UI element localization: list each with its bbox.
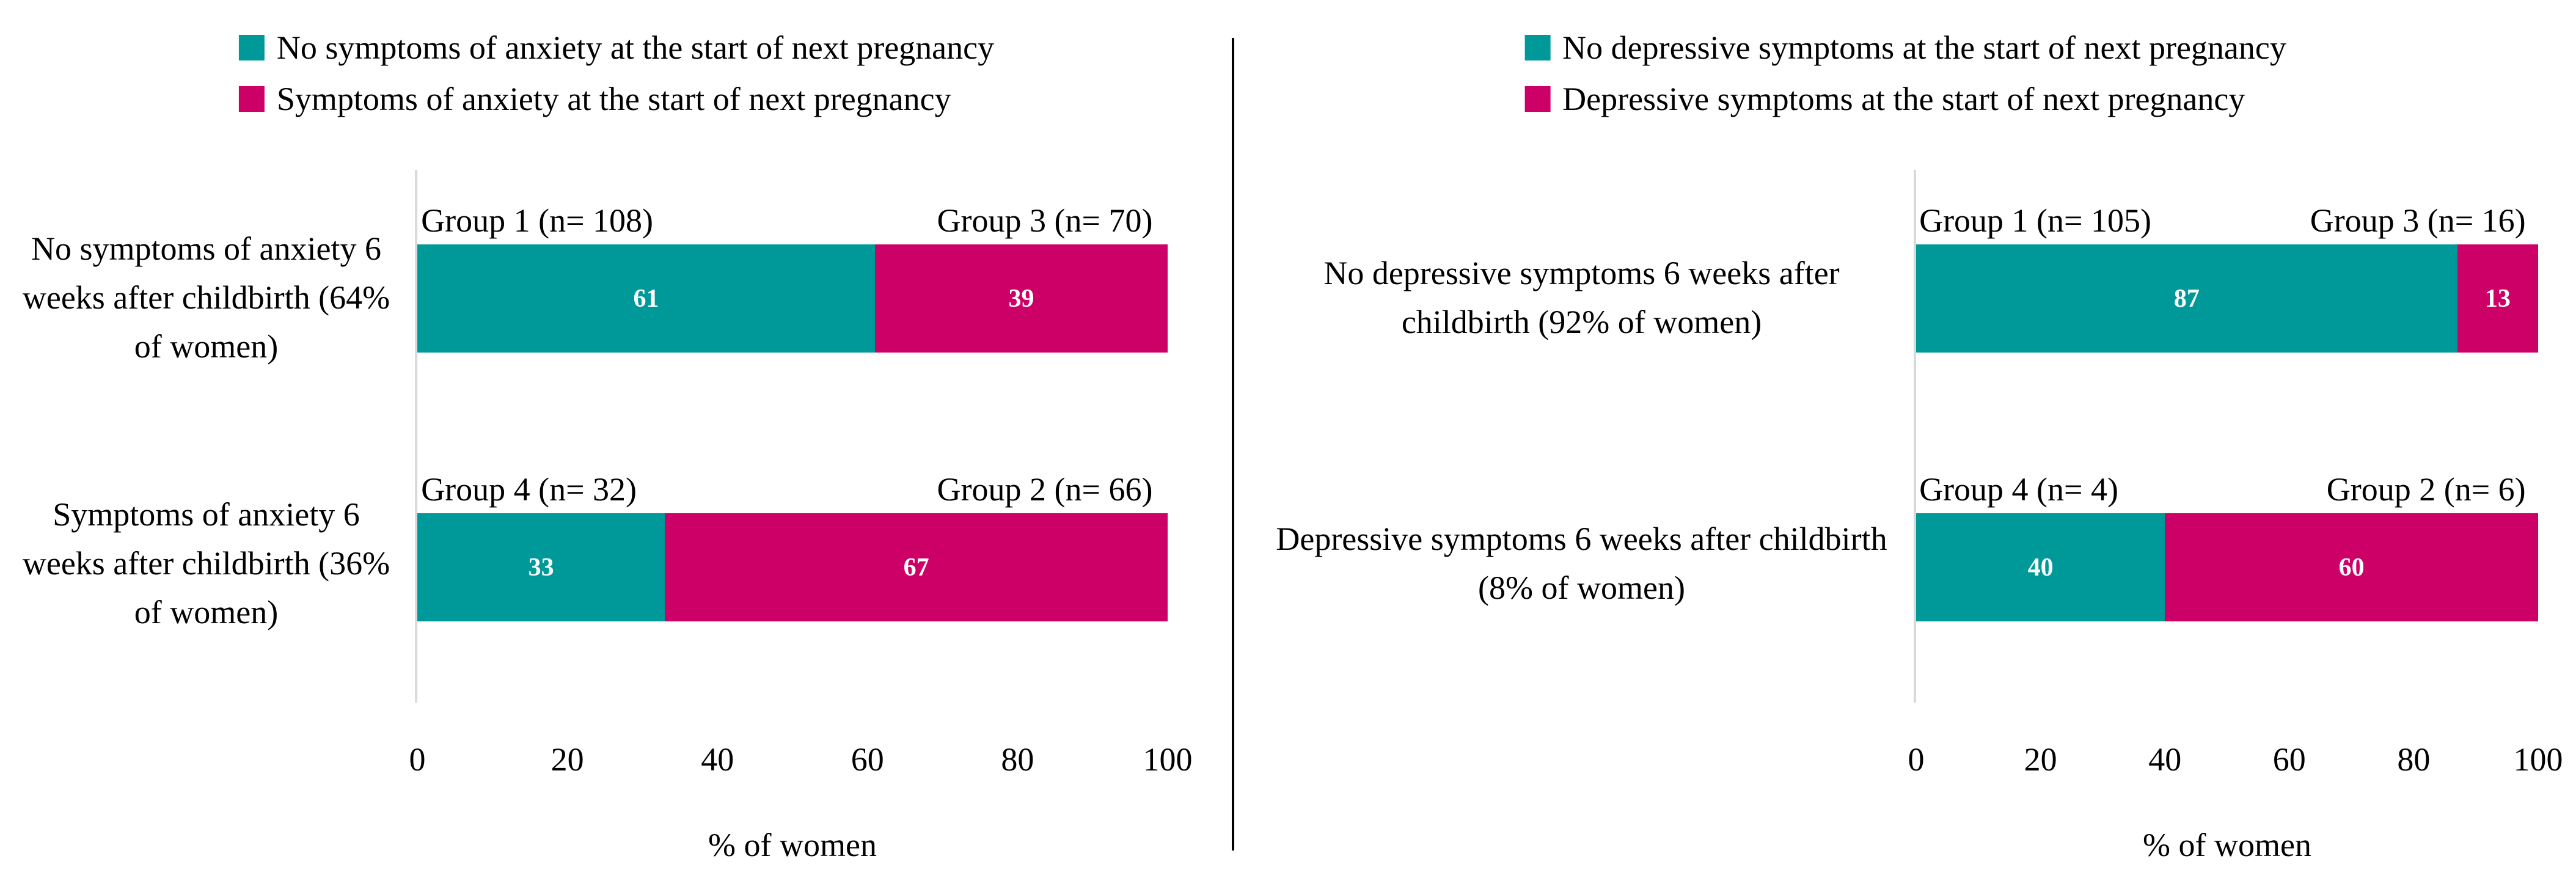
group-annotation: Group 2 (n= 6) bbox=[2326, 471, 2526, 508]
x-axis-tick-label: 80 bbox=[2397, 741, 2431, 778]
x-axis-tick-label: 60 bbox=[851, 741, 884, 778]
stacked-bar-row2: 33 67 bbox=[417, 513, 1168, 621]
x-axis-tick-label: 100 bbox=[2513, 741, 2563, 778]
x-axis-tick-label: 60 bbox=[2272, 741, 2306, 778]
bar-segment: 67 bbox=[665, 513, 1168, 621]
x-axis-tick-label: 0 bbox=[409, 741, 426, 778]
segment-value-label: 40 bbox=[2027, 553, 2054, 582]
bar-segment: 60 bbox=[2165, 513, 2538, 621]
group-annotation: Group 3 (n= 70) bbox=[937, 202, 1153, 239]
y-axis-line bbox=[415, 170, 417, 703]
panel-divider-line bbox=[1232, 38, 1234, 851]
bar-segment: 33 bbox=[417, 513, 665, 621]
group-annotation: Group 4 (n= 32) bbox=[421, 471, 637, 508]
group-annotations-row2: Group 4 (n= 32) Group 2 (n= 66) bbox=[417, 468, 1168, 508]
category-label: Depressive symptoms 6 weeks after childb… bbox=[1276, 521, 1887, 606]
stacked-bar-row1: 87 13 bbox=[1916, 244, 2538, 353]
legend-item-label: Symptoms of anxiety at the start of next… bbox=[276, 81, 951, 117]
legend-item: No depressive symptoms at the start of n… bbox=[1524, 22, 2286, 73]
segment-value-label: 39 bbox=[1008, 284, 1034, 313]
legend-item-label: Depressive symptoms at the start of next… bbox=[1562, 81, 2245, 117]
group-annotation: Group 2 (n= 66) bbox=[937, 471, 1153, 508]
legend-color-swatch-teal bbox=[1524, 35, 1551, 60]
segment-value-label: 33 bbox=[528, 553, 554, 582]
legend-item-label: No symptoms of anxiety at the start of n… bbox=[276, 29, 995, 66]
x-axis-tick-label: 20 bbox=[551, 741, 584, 778]
legend-item: Depressive symptoms at the start of next… bbox=[1524, 73, 2286, 125]
stacked-bar-row1: 61 39 bbox=[417, 244, 1168, 353]
group-annotations-row1: Group 1 (n= 105) Group 3 (n= 16) bbox=[1916, 199, 2538, 240]
segment-value-label: 61 bbox=[633, 284, 659, 313]
legend-color-swatch-magenta bbox=[238, 86, 265, 112]
segment-value-label: 87 bbox=[2173, 284, 2200, 313]
group-annotation: Group 1 (n= 108) bbox=[421, 202, 654, 239]
x-axis: 0 20 40 60 80 100 bbox=[1908, 741, 2563, 780]
segment-value-label: 60 bbox=[2338, 553, 2365, 582]
x-axis: 0 20 40 60 80 100 bbox=[409, 741, 1193, 780]
bar-segment: 87 bbox=[1916, 244, 2457, 353]
stacked-bar-row2: 40 60 bbox=[1916, 513, 2538, 621]
category-label: Symptoms of anxiety 6 weeks after childb… bbox=[22, 496, 390, 631]
x-axis-title: % of women bbox=[708, 827, 877, 863]
group-annotations-row2: Group 4 (n= 4) Group 2 (n= 6) bbox=[1916, 468, 2538, 508]
legend-color-swatch-teal bbox=[238, 35, 265, 60]
anxiety-legend: No symptoms of anxiety at the start of n… bbox=[238, 22, 995, 125]
group-annotations-row1: Group 1 (n= 108) Group 3 (n= 70) bbox=[417, 199, 1168, 240]
x-axis-tick-label: 20 bbox=[2024, 741, 2057, 778]
group-annotation: Group 1 (n= 105) bbox=[1919, 202, 2151, 239]
x-axis-tick-label: 40 bbox=[701, 741, 734, 778]
segment-value-label: 13 bbox=[2484, 284, 2511, 313]
legend-item-label: No depressive symptoms at the start of n… bbox=[1562, 29, 2286, 66]
x-axis-tick-label: 0 bbox=[1908, 741, 1925, 778]
group-annotation: Group 4 (n= 4) bbox=[1919, 471, 2118, 508]
x-axis-tick-label: 40 bbox=[2148, 741, 2182, 778]
segment-value-label: 67 bbox=[903, 553, 929, 582]
x-axis-tick-label: 100 bbox=[1143, 741, 1193, 778]
bar-segment: 39 bbox=[875, 244, 1168, 353]
bar-segment: 40 bbox=[1916, 513, 2165, 621]
y-axis-line bbox=[1914, 170, 1916, 703]
group-annotation: Group 3 (n= 16) bbox=[2310, 202, 2526, 239]
legend-item: Symptoms of anxiety at the start of next… bbox=[238, 73, 994, 125]
legend-color-swatch-magenta bbox=[1524, 86, 1551, 112]
depression-legend: No depressive symptoms at the start of n… bbox=[1524, 22, 2286, 125]
bar-segment: 13 bbox=[2457, 244, 2538, 353]
x-axis-tick-label: 80 bbox=[1001, 741, 1034, 778]
bar-segment: 61 bbox=[417, 244, 876, 353]
legend-item: No symptoms of anxiety at the start of n… bbox=[238, 22, 995, 73]
category-label: No depressive symptoms 6 weeks after chi… bbox=[1323, 255, 1840, 340]
depression-chart-panel: No depressive symptoms at the start of n… bbox=[1235, 0, 2576, 889]
category-label: No symptoms of anxiety 6 weeks after chi… bbox=[22, 230, 390, 365]
x-axis-title: % of women bbox=[2143, 827, 2311, 863]
anxiety-chart-panel: No symptoms of anxiety at the start of n… bbox=[0, 0, 1233, 889]
